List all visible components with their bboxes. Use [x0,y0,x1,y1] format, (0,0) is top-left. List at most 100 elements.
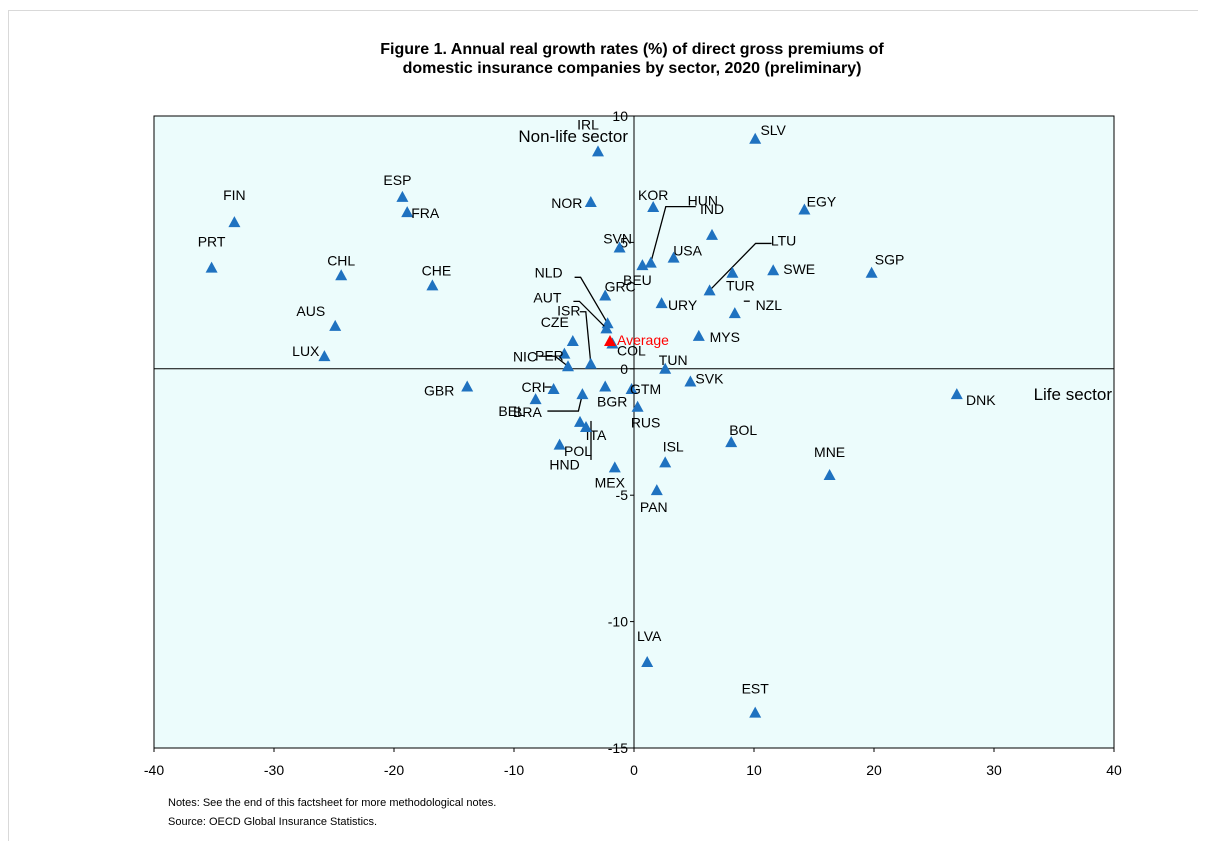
y-tick-label: -15 [608,740,628,756]
leader-line-nld [574,276,609,324]
marker-ury [655,297,668,309]
point-label-hnd: HND [549,457,579,473]
marker-nor [584,195,597,207]
marker-gbr [461,380,474,392]
marker-mne [823,468,836,480]
point-label-ltu: LTU [771,232,796,248]
marker-hnd [553,438,566,450]
x-tick-label: -20 [384,762,404,778]
point-label-pan: PAN [640,499,668,515]
marker-cze [566,334,579,346]
point-label-beu: BEU [623,272,652,288]
point-label-prt: PRT [198,234,226,250]
marker-ita [574,415,586,427]
point-label-sgp: SGP [875,252,905,268]
marker-grc [599,289,612,301]
point-label-dnk: DNK [966,392,996,408]
x-tick-label: 40 [1106,762,1122,778]
marker-esp [396,190,409,202]
marker-che [426,279,439,291]
point-label-svk: SVK [695,370,724,386]
point-label-esp: ESP [383,172,411,188]
marker-nic [562,360,574,372]
x-tick-label: -40 [144,762,164,778]
marker-bel [529,393,542,405]
marker-usa [667,251,680,263]
point-label-cri: CRI [522,379,546,395]
point-label-mne: MNE [814,444,845,460]
marker-svk [684,375,697,387]
marker-bgr [599,380,612,392]
marker-rus [631,400,644,412]
point-label-svn: SVN [603,230,632,246]
point-label-irl: IRL [577,116,599,132]
point-label-aus: AUS [296,303,325,319]
marker-ind [706,228,718,240]
marker-svn [613,241,626,253]
chart-title-line-1: Figure 1. Annual real growth rates (%) o… [380,41,884,58]
marker-per [558,347,571,359]
marker-average [604,334,616,346]
point-label-grc: GRC [605,278,636,294]
chart-notes: Notes: See the end of this factsheet for… [168,797,497,809]
point-label-cze: CZE [541,314,569,330]
marker-lva [641,656,654,668]
marker-kor [647,201,660,213]
point-label-rus: RUS [631,415,661,431]
leader-line-hun [650,205,696,263]
point-label-isr: ISR [557,303,580,319]
point-label-slv: SLV [760,122,786,138]
point-label-lux: LUX [292,343,320,359]
point-label-mex: MEX [595,474,626,490]
point-label-bra: BRA [513,404,542,420]
frame-left-border [8,10,9,841]
leader-line-ltu [709,242,772,291]
marker-mys [692,329,705,341]
point-label-bol: BOL [729,422,757,438]
marker-dnk [950,388,963,400]
marker-tur [726,266,739,278]
point-label-che: CHE [422,262,452,278]
x-tick-label: 30 [986,762,1002,778]
marker-fin [228,216,241,228]
y-tick-label: 5 [620,234,628,250]
point-label-fra: FRA [411,205,440,221]
x-tick-label: -10 [504,762,524,778]
point-label-col: COL [617,343,646,359]
marker-bol [725,436,738,448]
y-tick-label: -10 [608,614,628,630]
point-label-egy: EGY [807,194,837,210]
marker-ltu [703,284,716,296]
marker-slv [749,132,762,144]
point-label-tur: TUR [726,278,755,294]
point-label-nld: NLD [535,264,563,280]
marker-beu [636,259,649,271]
marker-lux [318,350,331,362]
marker-gtm [625,383,638,395]
point-label-pol: POL [564,443,592,459]
marker-sgp [865,266,878,278]
chart-source: Source: OECD Global Insurance Statistics… [168,816,378,828]
leader-line-aut [573,300,607,329]
point-label-nic: NIC [513,348,537,364]
point-label-tun: TUN [659,352,688,368]
point-label-ind: IND [700,201,724,217]
marker-mex [608,461,621,473]
y-tick-label: 0 [620,361,628,377]
marker-bra [576,388,589,400]
point-label-est: EST [742,681,770,697]
point-label-bel: BEL [498,403,525,419]
point-label-mys: MYS [710,329,740,345]
point-label-ury: URY [668,297,698,313]
point-label-lva: LVA [637,628,662,644]
marker-irl [592,145,604,157]
chart-title: Figure 1. Annual real growth rates (%) o… [150,40,1114,78]
leader-line-bra [547,393,584,412]
point-label-gbr: GBR [424,382,454,398]
marker-swe [767,264,780,276]
y-axis-label: Non-life sector [518,127,628,146]
point-label-hun: HUN [688,193,718,209]
point-label-gtm: GTM [630,381,661,397]
point-label-usa: USA [673,243,702,259]
